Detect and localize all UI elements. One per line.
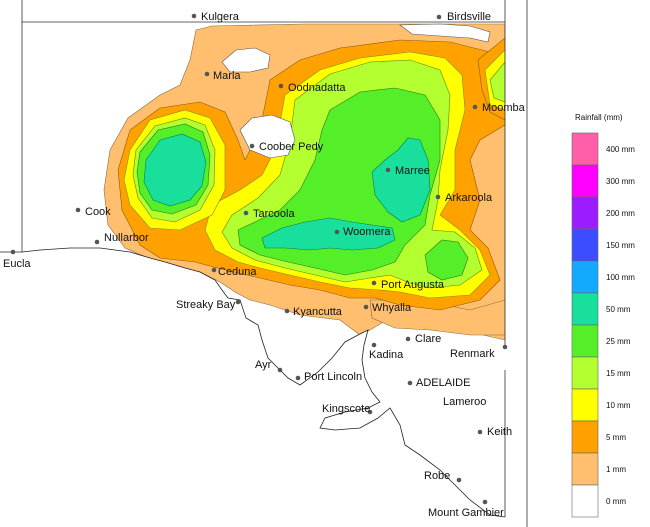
town-adelaide: ADELAIDE [416,377,470,389]
legend-swatch-1mm [571,452,599,486]
band-0mm-north [399,23,491,43]
legend-swatch-100mm [571,260,599,294]
town-kyancutta: Kyancutta [293,306,343,318]
town-mount-gambier: Mount Gambier [428,507,504,519]
town-ceduna: Ceduna [218,266,257,278]
legend-title: Rainfall (mm) [575,113,623,122]
town-cook: Cook [85,206,111,218]
legend-label-1mm: 1 mm [606,465,626,474]
town-coober-pedy: Coober Pedy [259,141,324,153]
legend-swatch-15mm [571,356,599,390]
town-tarcoola: Tarcoola [253,208,295,220]
legend-swatch-150mm [571,228,599,262]
town-ayr: Ayr [255,359,272,371]
town-kadina: Kadina [369,349,404,361]
legend: Rainfall (mm) 400 mm 300 mm 200 mm 150 mm 10… [571,113,635,518]
legend-label-300mm: 300 mm [606,177,635,186]
town-robe: Robe [424,470,450,482]
town-port-lincoln: Port Lincoln [304,371,362,383]
legend-label-200mm: 200 mm [606,209,635,218]
legend-swatch-400mm [571,132,599,166]
town-port-augusta: Port Augusta [381,279,445,291]
legend-swatch-10mm [571,388,599,422]
town-markers: Kulgera Birdsville Marla Oodnadatta Moom… [3,11,526,519]
band-50mm-marree [371,137,431,223]
legend-label-50mm: 50 mm [606,305,631,314]
town-whyalla: Whyalla [372,302,412,314]
coastline [0,247,506,518]
legend-swatch-0mm [571,484,599,518]
town-lameroo: Lameroo [443,396,486,408]
town-keith: Keith [487,426,512,438]
town-arkaroola: Arkaroola [445,192,493,204]
legend-swatch-200mm [571,196,599,230]
town-kingscote: Kingscote [322,403,370,415]
legend-label-0mm: 0 mm [606,497,626,506]
town-woomera: Woomera [343,226,391,238]
legend-swatch-50mm [571,292,599,326]
town-streaky-bay: Streaky Bay [176,299,236,311]
town-eucla: Eucla [3,258,31,270]
band-15mm-ne [489,61,505,103]
town-renmark: Renmark [450,348,495,360]
legend-swatch-5mm [571,420,599,454]
town-moomba: Moomba [482,102,526,114]
band-25mm-se [424,239,469,281]
legend-label-100mm: 100 mm [606,273,635,282]
town-oodnadatta: Oodnadatta [288,82,346,94]
legend-label-25mm: 25 mm [606,337,631,346]
legend-label-15mm: 15 mm [606,369,631,378]
band-50mm-west [143,133,207,207]
town-clare: Clare [415,333,441,345]
legend-label-10mm: 10 mm [606,401,631,410]
legend-label-400mm: 400 mm [606,145,635,154]
legend-swatch-25mm [571,324,599,358]
rainfall-bands [103,23,505,341]
town-nullarbor: Nullarbor [104,232,149,244]
band-50mm-woomera [261,217,396,251]
town-birdsville: Birdsville [447,11,491,23]
town-marla: Marla [213,70,241,82]
town-kulgera: Kulgera [201,11,240,23]
legend-swatch-300mm [571,164,599,198]
band-0mm-marla [221,47,271,73]
legend-label-150mm: 150 mm [606,241,635,250]
town-marree: Marree [395,165,430,177]
legend-label-5mm: 5 mm [606,433,626,442]
